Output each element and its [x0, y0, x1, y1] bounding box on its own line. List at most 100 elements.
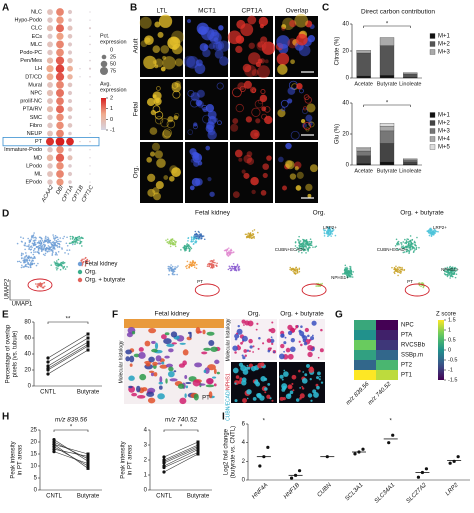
y-tick-label: 10 [30, 464, 37, 470]
legend-label: M+2 [438, 121, 451, 127]
cell [407, 238, 410, 241]
cell [344, 268, 347, 270]
signal [261, 41, 276, 55]
dot [47, 146, 53, 153]
signal [172, 90, 181, 99]
cell [33, 243, 35, 246]
cell [430, 227, 432, 230]
signal [234, 149, 243, 158]
tissue [235, 375, 240, 379]
cell [186, 264, 188, 267]
tissue [158, 381, 163, 385]
bar-segment [356, 163, 371, 166]
cell [56, 262, 59, 264]
cell [303, 241, 305, 244]
signal [305, 20, 313, 28]
cell [28, 248, 30, 251]
row-label: DT/CD [25, 74, 42, 80]
tissue [146, 391, 155, 397]
pair-line [163, 452, 199, 468]
signal [160, 45, 170, 54]
signal [251, 88, 257, 93]
signal [155, 116, 164, 125]
tissue [206, 331, 215, 336]
tissue [285, 347, 291, 353]
tissue [232, 367, 239, 374]
signal [306, 103, 316, 113]
cell [56, 267, 59, 270]
tissue [300, 343, 303, 347]
dot [89, 43, 91, 46]
cell [411, 239, 414, 241]
signal [251, 189, 256, 195]
chart-title: m/z 740.52 [165, 417, 198, 424]
tissue [308, 367, 315, 373]
row-label: NPC [401, 323, 414, 329]
cell [306, 247, 308, 249]
signal [264, 59, 269, 64]
stain-label: CUBN/ECAD/ [225, 389, 231, 420]
dot [89, 84, 91, 86]
tissue [150, 372, 155, 377]
row-label: MLC [30, 42, 42, 48]
legend-label: Fetal kidney [85, 262, 117, 268]
signal [282, 185, 288, 191]
legend-label: M+2 [438, 42, 451, 48]
heat-cell [376, 370, 398, 380]
cell [57, 263, 59, 266]
dot [55, 153, 65, 162]
signal [154, 58, 164, 68]
point [258, 464, 262, 468]
cell [22, 266, 24, 268]
row-title: Org. [133, 165, 140, 178]
point [162, 459, 166, 464]
legend-label: 0 [110, 47, 113, 53]
cell [446, 266, 449, 269]
tissue [281, 387, 286, 392]
cell [51, 253, 54, 255]
cell [348, 272, 351, 274]
signal [248, 52, 261, 65]
signal [262, 163, 270, 170]
cell [37, 262, 39, 265]
cell [39, 246, 41, 248]
legend-label: 75 [110, 68, 116, 74]
cell [47, 236, 49, 239]
x-tick-label: Butyrate [77, 494, 100, 500]
cell [47, 237, 50, 240]
cell [302, 249, 305, 252]
cell [46, 247, 48, 250]
signal [232, 87, 242, 98]
dot [89, 149, 91, 151]
tissue [242, 356, 246, 360]
bar-segment [356, 150, 371, 156]
legend-label: M+4 [438, 137, 451, 143]
cell [291, 267, 294, 270]
cell [29, 239, 32, 242]
cell [190, 265, 193, 267]
row-label: Hypo-Podo [14, 18, 42, 24]
tissue [239, 377, 243, 381]
tissue [280, 333, 285, 338]
cell [25, 254, 28, 257]
y-tick-label: 20 [342, 132, 349, 138]
highlight-ellipse [194, 283, 220, 297]
x-tick-label: CUBN [317, 482, 334, 499]
tissue [184, 393, 187, 398]
signal [144, 37, 151, 43]
signal [211, 29, 218, 37]
cell [347, 273, 350, 276]
cell [33, 256, 36, 259]
cell [56, 254, 58, 256]
tissue [234, 382, 237, 385]
bar-segment [379, 123, 395, 127]
y-tick-label: 20 [24, 368, 31, 374]
cell [66, 266, 68, 268]
legend-swatch [429, 144, 436, 150]
cell [81, 258, 84, 261]
tissue [287, 330, 293, 336]
cell [61, 248, 63, 250]
cell [78, 242, 81, 245]
tissue [295, 325, 299, 329]
